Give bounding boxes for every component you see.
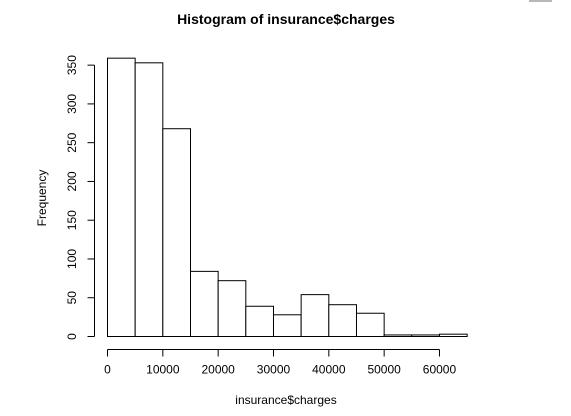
x-axis: 0 10000 20000 30000 40000 50000 60000 [104, 349, 457, 377]
histogram-bar-1 [107, 57, 136, 337]
histogram-bar-13 [438, 333, 468, 338]
histogram-bar-7 [272, 314, 302, 338]
x-tick-label: 10000 [146, 363, 180, 377]
y-tick-label: 300 [65, 94, 79, 114]
histogram-bar-9 [328, 304, 357, 337]
x-axis-label: insurance$charges [235, 393, 336, 407]
y-tick-label: 0 [65, 333, 79, 340]
chart-title: Histogram of insurance$charges [177, 11, 395, 27]
x-tick-label: 30000 [257, 363, 291, 377]
histogram-bar-2 [134, 62, 164, 337]
x-tick-label: 60000 [423, 363, 457, 377]
histogram-bar-5 [217, 280, 247, 337]
histogram-bar-6 [245, 305, 274, 338]
histogram-bar-11 [383, 334, 413, 338]
x-tick-label: 40000 [312, 363, 346, 377]
window-corner-mark [529, 0, 552, 2]
y-tick-label: 100 [65, 249, 79, 269]
x-tick-label: 20000 [201, 363, 235, 377]
y-axis-label: Frequency [35, 170, 49, 227]
histogram-bar-8 [300, 294, 330, 338]
y-tick-label: 350 [65, 55, 79, 75]
y-axis: 0 50 100 150 200 250 300 350 [65, 55, 95, 340]
histogram-bar-4 [190, 270, 219, 337]
histogram-bar-12 [411, 334, 440, 338]
y-tick-label: 150 [65, 210, 79, 230]
bars-group [107, 57, 468, 338]
histogram-bar-10 [355, 312, 385, 337]
y-tick-label: 200 [65, 171, 79, 191]
x-tick-label: 0 [104, 363, 111, 377]
x-tick-label: 50000 [367, 363, 401, 377]
histogram-bar-3 [162, 128, 192, 337]
y-tick-label: 50 [65, 291, 79, 305]
y-tick-label: 250 [65, 132, 79, 152]
